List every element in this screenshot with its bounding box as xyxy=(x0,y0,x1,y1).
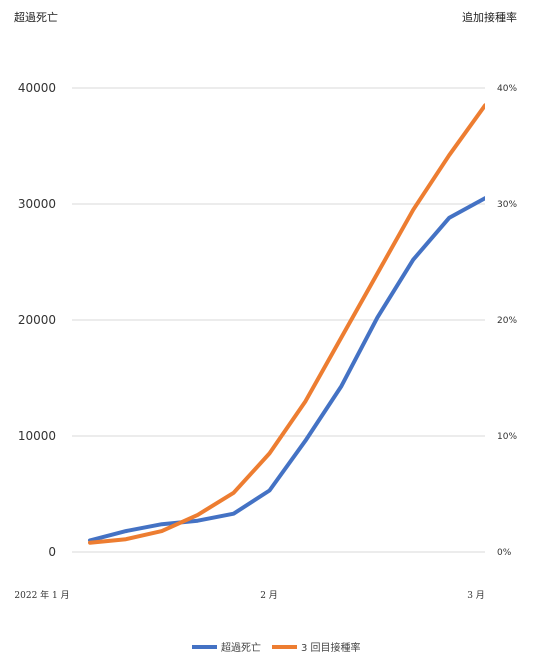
legend-label: 3 回目接種率 xyxy=(301,641,361,654)
gridlines xyxy=(72,87,485,553)
right-axis-title: 追加接種率 xyxy=(462,10,517,24)
series-line-2 xyxy=(88,103,485,545)
left-tick-label: 30000 xyxy=(18,197,56,211)
x-axis-ticks: 2022 年 1 月 2 月 3 月 xyxy=(14,589,484,601)
right-axis-ticks: 0% 10% 20% 30% 40% xyxy=(497,84,517,558)
left-tick-label: 0 xyxy=(48,545,56,559)
left-tick-label: 10000 xyxy=(18,429,56,443)
left-tick-label: 40000 xyxy=(18,81,56,95)
legend-label: 超過死亡 xyxy=(221,641,261,654)
right-tick-label: 10% xyxy=(497,432,517,442)
right-tick-label: 20% xyxy=(497,316,517,326)
series-line-1 xyxy=(88,196,485,543)
left-tick-label: 20000 xyxy=(18,313,56,327)
right-tick-label: 30% xyxy=(497,200,517,210)
left-axis-ticks: 0 10000 20000 30000 40000 xyxy=(18,81,56,559)
x-tick-label: 2 月 xyxy=(260,590,278,601)
x-tick-label: 2022 年 1 月 xyxy=(14,589,69,601)
left-axis-title: 超過死亡 xyxy=(14,10,58,24)
right-tick-label: 40% xyxy=(497,84,517,94)
right-tick-label: 0% xyxy=(497,548,512,558)
legend: 超過死亡 3 回目接種率 xyxy=(192,641,361,654)
x-tick-label: 3 月 xyxy=(467,590,485,601)
series-lines xyxy=(88,103,485,545)
